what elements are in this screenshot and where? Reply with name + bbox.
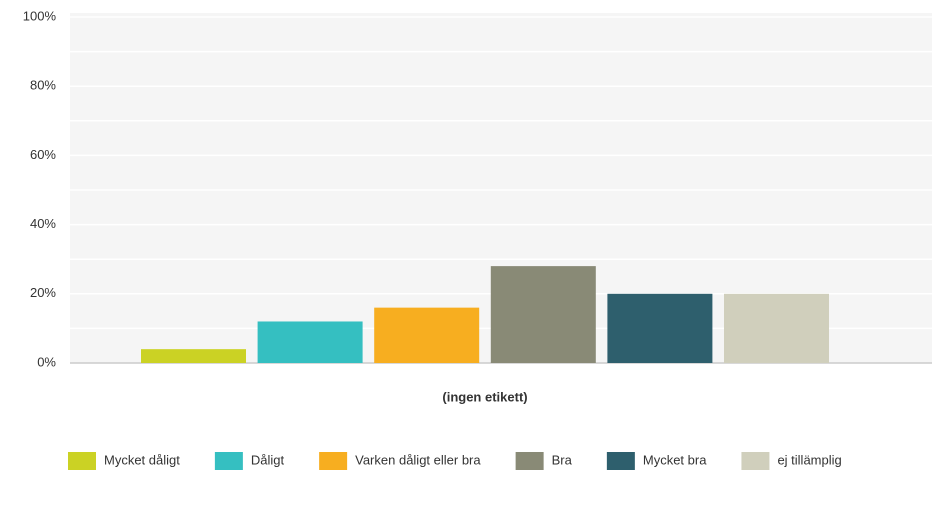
legend-swatch: [515, 452, 544, 470]
y-tick-label: 80%: [30, 78, 56, 93]
legend-label: Mycket dåligt: [104, 452, 180, 467]
bar: [257, 321, 363, 363]
legend-label: ej tillämplig: [777, 452, 841, 467]
legend-label: Varken dåligt eller bra: [355, 452, 481, 467]
x-tick-label: (ingen etikett): [442, 389, 527, 404]
legend-swatch: [741, 452, 770, 470]
bar: [607, 293, 713, 363]
y-tick-label: 100%: [23, 8, 57, 23]
y-tick-label: 0%: [37, 354, 56, 369]
legend-swatch: [68, 452, 96, 470]
y-tick-label: 60%: [30, 147, 56, 162]
legend-label: Mycket bra: [643, 452, 707, 467]
legend-swatch: [319, 452, 348, 470]
legend-label: Bra: [552, 452, 573, 467]
bar: [141, 349, 246, 363]
y-tick-label: 20%: [30, 285, 56, 300]
legend-swatch: [606, 452, 635, 470]
legend-swatch: [214, 452, 243, 470]
y-tick-label: 40%: [30, 216, 56, 231]
legend-label: Dåligt: [251, 452, 285, 467]
bar: [724, 293, 829, 363]
bar: [374, 307, 480, 363]
bar: [490, 266, 596, 363]
